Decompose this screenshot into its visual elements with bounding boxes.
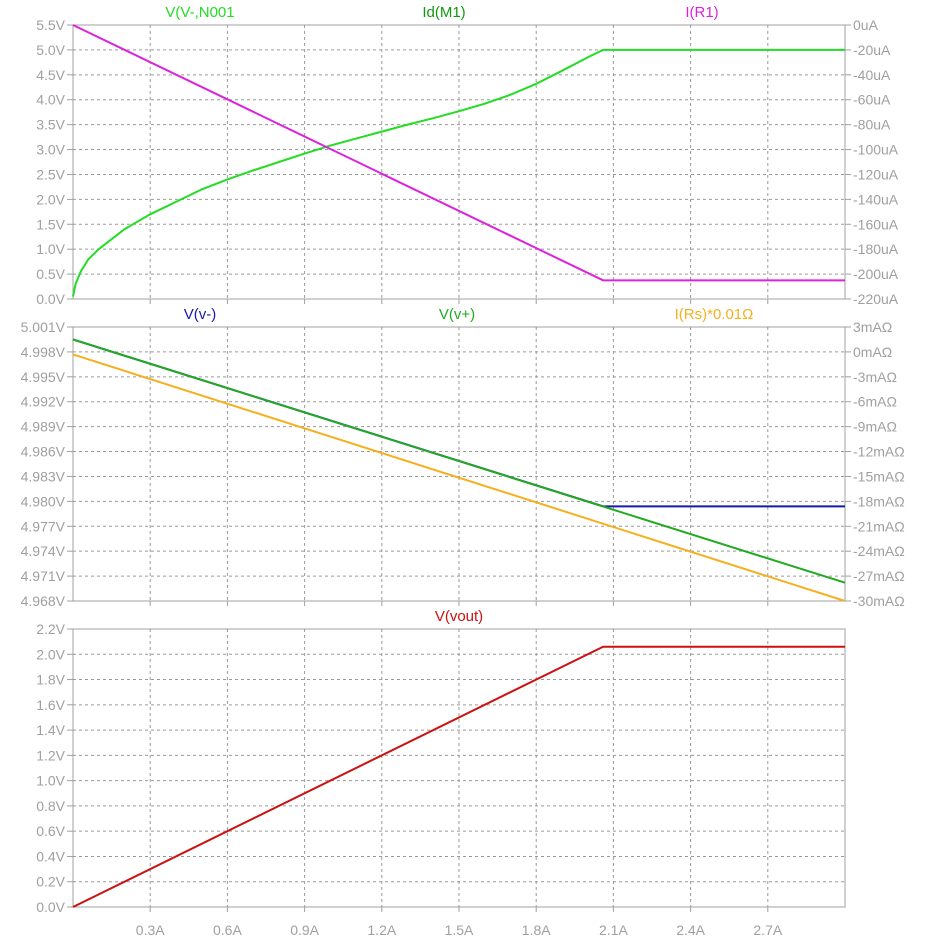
panel-1-ytick-label-right: -120uA	[853, 166, 899, 182]
xtick-label: 2.1A	[599, 922, 628, 938]
panel-1-ytick-label-right: -180uA	[853, 241, 899, 257]
panel-1-ytick-label-right: -140uA	[853, 191, 899, 207]
xtick-label: 2.7A	[753, 922, 782, 938]
xtick-label: 0.6A	[213, 922, 242, 938]
panel-1-ytick-label-left: 5.5V	[36, 17, 65, 33]
panel-2-ytick-label-right: -12mAΩ	[853, 444, 905, 460]
panel-1-ytick-label-right: -200uA	[853, 266, 899, 282]
panel-1-ytick-label-left: 3.5V	[36, 117, 65, 133]
panel-3-ytick-label-left: 1.0V	[36, 773, 65, 789]
panel-1-ytick-label-right: 0uA	[853, 17, 879, 33]
panel-3-ytick-label-left: 1.4V	[36, 722, 65, 738]
panel-2-ytick-label-right: -30mAΩ	[853, 593, 905, 609]
panel-1-ytick-label-right: -60uA	[853, 92, 891, 108]
panel-3-ytick-label-left: 1.6V	[36, 697, 65, 713]
panel-1-legend-0: V(V-,N001	[165, 4, 234, 21]
panel-1-ytick-label-left: 4.0V	[36, 92, 65, 108]
panel-2-ytick-label-left: 4.983V	[21, 468, 66, 484]
panel-2-ytick-label-left: 4.995V	[21, 369, 66, 385]
xtick-label: 0.3A	[136, 922, 165, 938]
panel-2-ytick-label-right: -21mAΩ	[853, 518, 905, 534]
panel-2-ytick-label-left: 4.992V	[21, 394, 66, 410]
panel-2-trace-2	[72, 353, 846, 602]
panel-1-ytick-label-left: 1.5V	[36, 216, 65, 232]
panel-1-ytick-label-left: 0.0V	[36, 291, 65, 307]
panel-1-ytick-label-left: 2.5V	[36, 166, 65, 182]
panel-3-legend-0: V(vout)	[435, 608, 483, 625]
panel-3-ytick-label-left: 2.0V	[36, 646, 65, 662]
panel-3-ytick-label-left: 1.8V	[36, 672, 65, 688]
panel-1-ytick-label-left: 5.0V	[36, 42, 65, 58]
panel-3-ytick-label-left: 0.6V	[36, 823, 65, 839]
panel-2-ytick-label-right: -24mAΩ	[853, 543, 905, 559]
panel-1-trace-2	[72, 24, 845, 282]
panel-3-ytick-label-left: 0.4V	[36, 848, 65, 864]
panel-1-frame	[72, 24, 846, 300]
panel-2-ytick-label-left: 4.968V	[21, 593, 66, 609]
panel-1-ytick-label-right: -100uA	[853, 142, 899, 158]
panel-3-ytick-label-left: 0.8V	[36, 798, 65, 814]
panel-3-ytick-label-left: 0.2V	[36, 874, 65, 890]
panel-2-ytick-label-right: 0mAΩ	[853, 344, 892, 360]
panel-2-legend-1: V(v+)	[439, 306, 475, 323]
panel-1-ytick-label-right: -80uA	[853, 117, 891, 133]
panel-2-ytick-label-right: -9mAΩ	[853, 419, 897, 435]
panel-2-trace-1	[72, 338, 846, 584]
panel-2-legend-2: I(Rs)*0.01Ω	[675, 306, 754, 323]
panel-1-legend-1: Id(M1)	[422, 4, 465, 21]
panel-2-ytick-label-left: 4.986V	[21, 444, 66, 460]
xtick-label: 2.4A	[676, 922, 705, 938]
xtick-label: 1.5A	[445, 922, 474, 938]
panel-1-legend-2: I(R1)	[685, 4, 718, 21]
panel-2-ytick-label-left: 4.974V	[21, 543, 66, 559]
xtick-label: 0.9A	[290, 922, 319, 938]
panel-1-ytick-label-right: -40uA	[853, 67, 891, 83]
panel-2-ytick-label-left: 4.998V	[21, 344, 66, 360]
panel-3-trace-0	[72, 645, 845, 908]
panel-2-ytick-label-right: -27mAΩ	[853, 568, 905, 584]
panel-1-ytick-label-left: 3.0V	[36, 142, 65, 158]
panel-1-ytick-label-right: -20uA	[853, 42, 891, 58]
panel-3-ytick-label-left: 0.0V	[36, 899, 65, 915]
xtick-label: 1.8A	[522, 922, 551, 938]
panel-2-ytick-label-right: -18mAΩ	[853, 493, 905, 509]
panel-2-ytick-label-right: -3mAΩ	[853, 369, 897, 385]
panel-2-ytick-label-left: 4.980V	[21, 493, 66, 509]
panel-2-ytick-label-right: 3mAΩ	[853, 319, 892, 335]
panel-3-ytick-label-left: 1.2V	[36, 747, 65, 763]
panel-2-ytick-label-left: 5.001V	[21, 319, 66, 335]
panel-1-ytick-label-left: 4.5V	[36, 67, 65, 83]
panel-1-ytick-label-left: 1.0V	[36, 241, 65, 257]
panel-2-legend-0: V(v-)	[184, 306, 217, 323]
panel-2-ytick-label-left: 4.971V	[21, 568, 66, 584]
panel-1-ytick-label-right: -160uA	[853, 216, 899, 232]
panel-2-frame	[72, 326, 846, 602]
panel-3-ytick-label-left: 2.2V	[36, 621, 65, 637]
panel-1-ytick-label-left: 0.5V	[36, 266, 65, 282]
panel-2-ytick-label-left: 4.989V	[21, 419, 66, 435]
panel-2-ytick-label-left: 4.977V	[21, 518, 66, 534]
panel-1-ytick-label-left: 2.0V	[36, 191, 65, 207]
panel-1-ytick-label-right: -220uA	[853, 291, 899, 307]
panel-1-trace-0	[72, 48, 845, 297]
panel-2-ytick-label-right: -6mAΩ	[853, 394, 897, 410]
panel-2-ytick-label-right: -15mAΩ	[853, 468, 905, 484]
xtick-label: 1.2A	[367, 922, 396, 938]
